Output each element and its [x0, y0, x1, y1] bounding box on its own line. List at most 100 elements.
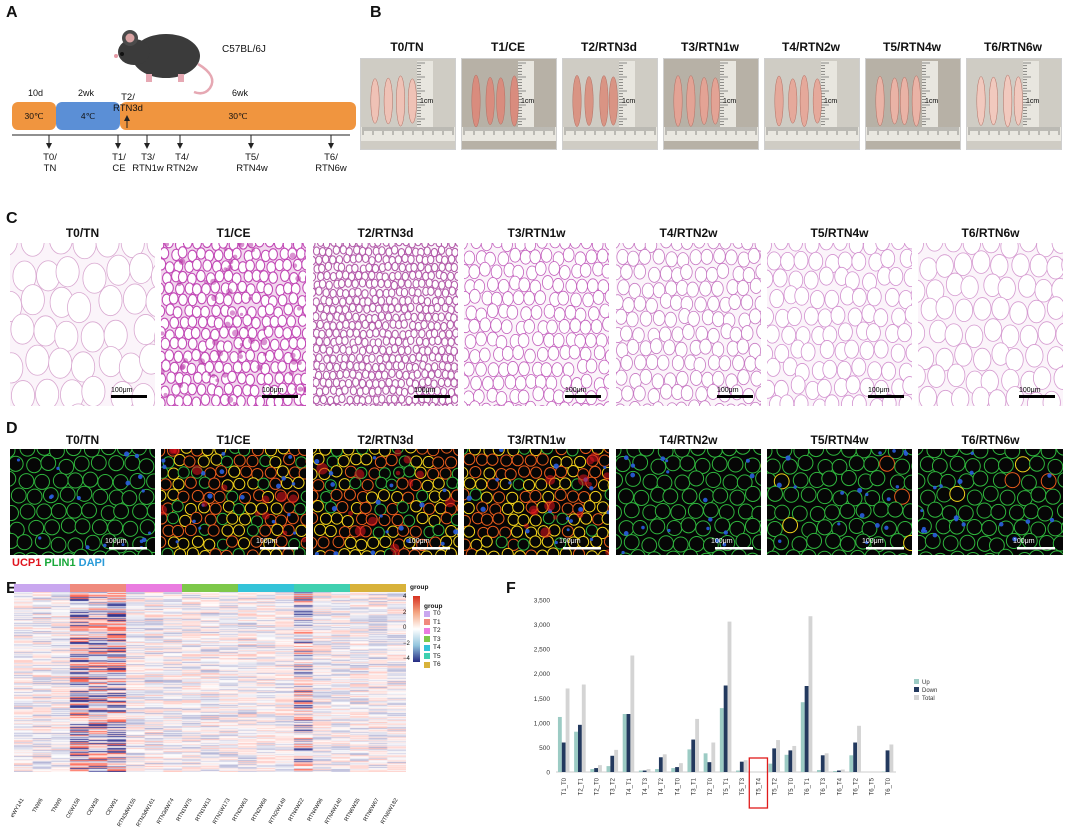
- y-tick-label: 2,000: [534, 671, 551, 678]
- scale-bar-label: 100μm: [1013, 538, 1035, 545]
- y-tick-label: 500: [539, 745, 550, 752]
- photo-title-t3-rtn1w: T3/RTN1w: [663, 40, 757, 54]
- x-tick-label: T5_T2: [773, 777, 779, 795]
- bar-down-t4-t1: [627, 714, 631, 772]
- group-swatch: [424, 628, 430, 634]
- bar-down-t3-t2: [610, 756, 614, 772]
- x-tick-label: T5_T4: [756, 777, 762, 795]
- bar-down-t6-t3: [821, 755, 825, 772]
- bar-up-t5-t0: [785, 755, 789, 772]
- group-legend-item: T4: [424, 644, 441, 651]
- x-tick-label: T4_T0: [675, 777, 681, 795]
- colorbar-tick: 0: [403, 625, 406, 631]
- group-annotation-cell: [387, 584, 406, 592]
- bar-down-t5-t2: [772, 748, 776, 772]
- ruler-label: 1cm: [420, 98, 433, 105]
- bar-down-t1-t0: [562, 743, 566, 772]
- fluo-title-t2-rtn3d: T2/RTN3d: [313, 433, 458, 447]
- tissue-photo-t0-tn: [360, 58, 456, 150]
- group-annotation-bar: [14, 584, 406, 592]
- bar-total-t6-t1: [809, 616, 813, 772]
- group-annotation-cell: [182, 584, 201, 592]
- group-name: T6: [433, 661, 441, 668]
- fluo-title-t6-rtn6w: T6/RTN6w: [918, 433, 1063, 447]
- bar-total-t5-t2: [776, 740, 780, 772]
- bar-up-t6-t4: [833, 771, 837, 772]
- timepoint-t6: T6/RTN6w: [312, 152, 350, 174]
- y-tick-label: 1,500: [534, 696, 551, 703]
- x-tick-label: T5_T0: [789, 777, 795, 795]
- bar-total-t6-t2: [857, 726, 861, 772]
- scale-bar-label: 100μm: [105, 538, 127, 545]
- group-name: T1: [433, 619, 441, 626]
- x-tick-label: T3_T2: [611, 777, 617, 795]
- he-section-t1-ce: [161, 243, 306, 406]
- bar-up-t5-t2: [768, 764, 772, 772]
- bar-up-t2-t0: [590, 769, 594, 772]
- group-annotation-cell: [107, 584, 126, 592]
- ruler-label: 1cm: [622, 98, 635, 105]
- legend-label-up: Up: [922, 680, 930, 686]
- bar-down-t5-t1: [724, 686, 728, 772]
- he-section-t3-rtn1w: [464, 243, 609, 406]
- bar-up-t5-t1: [720, 708, 724, 772]
- y-tick-label: 1,000: [534, 720, 551, 727]
- histology-title-t0-tn: T0/TN: [10, 226, 155, 240]
- histology-title-t5-rtn4w: T5/RTN4w: [767, 226, 912, 240]
- he-section-t4-rtn2w: [616, 243, 761, 406]
- bar-up-t6-t3: [817, 770, 821, 772]
- bar-total-t4-t2: [663, 754, 667, 772]
- group-name: T3: [433, 636, 441, 643]
- legend-label-total: Total: [922, 696, 935, 702]
- group-legend-item: T6: [424, 661, 441, 668]
- if-image-t6-rtn6w: [918, 449, 1063, 555]
- photo-title-t5-rtn4w: T5/RTN4w: [865, 40, 959, 54]
- if-image-t2-rtn3d: [313, 449, 458, 555]
- group-legend-title: group: [424, 603, 442, 610]
- timepoint-t4: T4/RTN2w: [164, 152, 200, 174]
- group-legend-item: T0: [424, 610, 441, 617]
- if-image-t0-tn: [10, 449, 155, 555]
- bar-up-t4-t1: [623, 714, 627, 772]
- group-legend-item: T5: [424, 653, 441, 660]
- scale-bar-label: 100μm: [414, 387, 436, 394]
- histology-title-t6-rtn6w: T6/RTN6w: [918, 226, 1063, 240]
- sample-label: RTN6W182: [377, 798, 399, 830]
- heatmap: [14, 592, 406, 772]
- fluo-title-t0-tn: T0/TN: [10, 433, 155, 447]
- bar-total-t6-t4: [841, 770, 845, 772]
- bar-total-t3-t1: [695, 719, 699, 772]
- x-tick-label: T4_T1: [627, 777, 633, 795]
- x-tick-label: T2_T0: [708, 777, 714, 795]
- y-tick-label: 3,500: [534, 598, 551, 605]
- bar-total-t6-t3: [825, 753, 829, 772]
- ruler-label: 1cm: [925, 98, 938, 105]
- bar-down-t2-t0: [708, 762, 712, 772]
- group-annotation-cell: [331, 584, 350, 592]
- timepoint-t5: T5/RTN4w: [234, 152, 270, 174]
- group-name: T0: [433, 610, 441, 617]
- x-tick-label: T1_T0: [562, 777, 568, 795]
- x-tick-label: T6_T3: [821, 777, 827, 795]
- panel-label-f: F: [506, 580, 516, 598]
- timepoint-t3: T3/RTN1w: [130, 152, 166, 174]
- x-tick-label: T2_T0: [594, 777, 600, 795]
- fluo-title-t3-rtn1w: T3/RTN1w: [464, 433, 609, 447]
- group-annotation-cell: [70, 584, 89, 592]
- group-annotation-cell: [238, 584, 257, 592]
- bar-total-t5-t0: [792, 746, 796, 772]
- colorbar-tick: −4: [403, 656, 410, 662]
- group-annotation-cell: [350, 584, 369, 592]
- group-annotation-cell: [294, 584, 313, 592]
- group-annotation-cell: [163, 584, 182, 592]
- timeline-panel: C57BL/6J 10d 2wk 6wk 30℃ 4℃ 30℃ T0/TN T1…: [0, 0, 360, 200]
- scale-bar-label: 100μm: [868, 387, 890, 394]
- x-tick-label: T2_T1: [578, 777, 584, 795]
- colorbar-tick: 2: [403, 610, 406, 616]
- bar-down-t6-t0: [886, 750, 890, 772]
- group-swatch: [424, 611, 430, 617]
- bar-up-t6-t1: [801, 702, 805, 772]
- timepoint-t2: T2/RTN3d: [110, 92, 146, 114]
